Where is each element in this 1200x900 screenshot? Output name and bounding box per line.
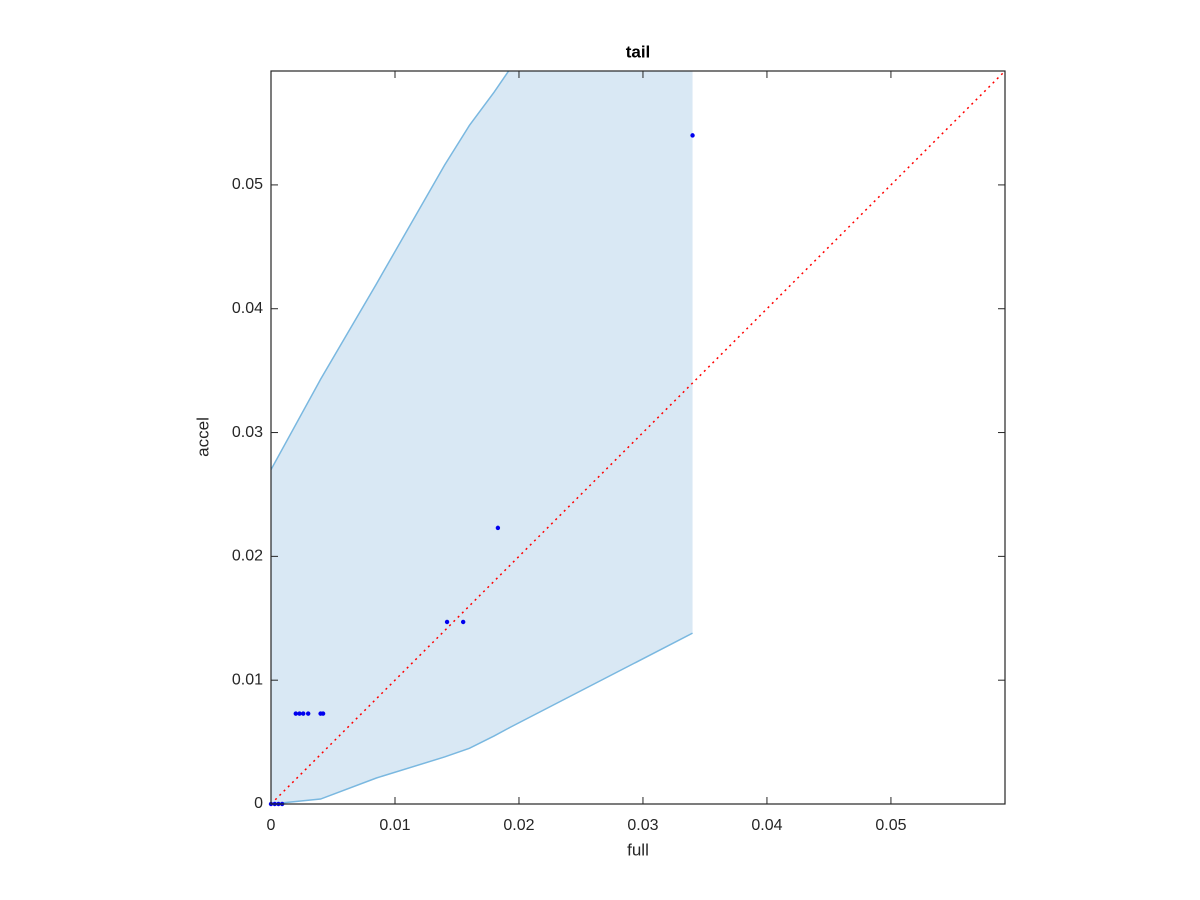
y-tick-label: 0.02 (232, 548, 263, 565)
y-tick-label: 0.03 (232, 424, 263, 441)
data-point (301, 711, 306, 716)
data-point (444, 619, 450, 625)
plot-area (271, 71, 1005, 804)
data-point (297, 711, 302, 716)
y-tick-label: 0.04 (232, 300, 263, 317)
x-tick-label: 0.02 (503, 817, 534, 834)
axes-box (270, 70, 1006, 805)
y-tick-label: 0.01 (232, 671, 263, 688)
data-point (293, 711, 298, 716)
confidence-band (271, 71, 693, 804)
y-tick-label: 0 (254, 795, 263, 812)
x-axis-label: full (627, 840, 649, 859)
data-point (495, 525, 501, 531)
x-tick-label: 0.04 (751, 817, 782, 834)
band-upper-line (271, 71, 510, 471)
band-lower-line (271, 632, 693, 804)
data-point (320, 711, 326, 716)
data-point (305, 711, 311, 716)
reference-line (271, 71, 1005, 804)
x-tick-label: 0.03 (627, 817, 658, 834)
chart-title: tail (626, 42, 651, 61)
y-tick-label: 0.05 (232, 176, 263, 193)
x-tick-label: 0.05 (875, 817, 906, 834)
data-point (690, 133, 695, 138)
y-axis-label: accel (193, 417, 212, 457)
x-tick-label: 0 (267, 817, 276, 834)
data-point (460, 619, 466, 625)
x-tick-label: 0.01 (379, 817, 410, 834)
